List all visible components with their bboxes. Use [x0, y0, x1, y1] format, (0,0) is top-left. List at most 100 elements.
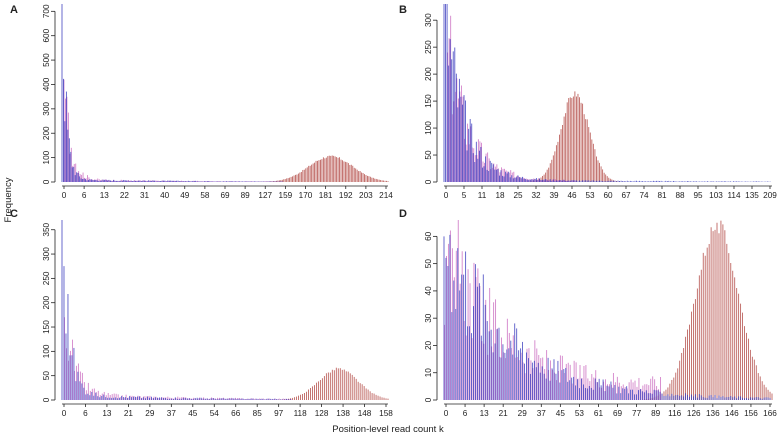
x-tick-label: 214 [379, 191, 393, 200]
x-tick-label: 53 [575, 409, 585, 418]
y-tick-label: 30 [424, 313, 433, 323]
x-tick-label: 6 [83, 409, 88, 418]
panel-letter: A [10, 4, 18, 16]
x-tick-label: 37 [537, 409, 547, 418]
y-tick-label: 200 [42, 295, 51, 309]
x-tick-label: 166 [763, 409, 777, 418]
x-tick-label: 69 [613, 409, 623, 418]
x-tick-label: 146 [725, 409, 739, 418]
y-tick-label: 500 [42, 53, 51, 67]
x-tick-label: 37 [167, 409, 177, 418]
y-tick-label: 400 [42, 77, 51, 91]
x-tick-label: 6 [463, 409, 468, 418]
x-tick-label: 22 [120, 191, 130, 200]
x-tick-label: 5 [462, 191, 467, 200]
x-tick-label: 11 [478, 191, 487, 200]
x-tick-label: 46 [567, 191, 577, 200]
y-axis-title: Frequency [3, 177, 14, 222]
x-tick-label: 85 [253, 409, 263, 418]
y-tick-label: 100 [42, 344, 51, 358]
panel-D: D 0 10 20 30 40 50 60 0 6 13 21 29 37 45 53 61 69 77 89 116 1… [399, 208, 777, 418]
y-tick-label: 200 [42, 126, 51, 140]
x-tick-label: 159 [279, 191, 293, 200]
panel-C: C 0 50 100 150 200 250 300 350 0 6 13 21 29 37 45 54 66 85… [10, 208, 393, 418]
x-tick-label: 156 [744, 409, 758, 418]
x-tick-label: 88 [675, 191, 685, 200]
x-tick-label: 21 [499, 409, 509, 418]
x-tick-label: 39 [549, 191, 559, 200]
x-tick-label: 13 [480, 409, 490, 418]
x-tick-label: 54 [210, 409, 220, 418]
x-tick-label: 209 [763, 191, 777, 200]
x-tick-label: 158 [379, 409, 393, 418]
x-tick-label: 6 [82, 191, 87, 200]
x-tick-label: 18 [495, 191, 505, 200]
x-tick-label: 118 [294, 409, 307, 418]
y-tick-label: 300 [42, 247, 51, 261]
x-tick-label: 0 [444, 409, 449, 418]
x-tick-label: 32 [531, 191, 541, 200]
x-tick-label: 136 [706, 409, 720, 418]
x-tick-label: 181 [319, 191, 333, 200]
y-tick-label: 100 [42, 150, 51, 164]
x-tick-label: 74 [639, 191, 649, 200]
x-tick-label: 67 [621, 191, 631, 200]
x-tick-label: 0 [444, 191, 449, 200]
x-tick-label: 89 [651, 409, 661, 418]
bars-C [61, 220, 389, 400]
x-tick-label: 45 [188, 409, 198, 418]
x-tick-label: 81 [657, 191, 667, 200]
panel-letter: B [399, 4, 407, 16]
y-tick-label: 250 [42, 271, 51, 285]
y-tick-label: 50 [42, 371, 51, 381]
x-tick-label: 97 [274, 409, 284, 418]
y-tick-label: 10 [424, 368, 433, 378]
y-tick-label: 50 [424, 259, 433, 269]
x-tick-label: 25 [513, 191, 523, 200]
y-tick-label: 0 [424, 179, 433, 184]
y-tick-label: 150 [42, 320, 51, 334]
y-tick-label: 50 [424, 150, 433, 160]
x-tick-label: 192 [339, 191, 353, 200]
y-tick-label: 300 [42, 102, 51, 116]
x-tick-label: 127 [258, 191, 272, 200]
x-tick-label: 49 [180, 191, 190, 200]
x-tick-label: 114 [727, 191, 740, 200]
x-tick-label: 45 [556, 409, 566, 418]
x-tick-label: 128 [315, 409, 329, 418]
x-tick-label: 69 [220, 191, 230, 200]
x-tick-label: 203 [359, 191, 373, 200]
x-tick-label: 95 [693, 191, 703, 200]
y-tick-label: 40 [424, 286, 433, 296]
x-tick-label: 0 [62, 409, 67, 418]
x-tick-label: 29 [145, 409, 155, 418]
x-tick-label: 40 [160, 191, 170, 200]
bars-D [443, 220, 773, 400]
x-tick-label: 61 [594, 409, 604, 418]
x-tick-label: 13 [102, 409, 112, 418]
x-tick-label: 135 [745, 191, 759, 200]
y-tick-label: 200 [424, 67, 433, 81]
panel-B: B 0 50 100 150 200 250 300 0 5 11 18 25 32 39 46 53 60 67 7… [399, 4, 777, 200]
x-tick-label: 13 [100, 191, 110, 200]
x-tick-label: 60 [603, 191, 613, 200]
x-tick-label: 116 [668, 409, 681, 418]
x-tick-label: 89 [241, 191, 251, 200]
y-tick-label: 250 [424, 40, 433, 54]
panel-letter: D [399, 208, 407, 220]
y-tick-label: 0 [42, 179, 51, 184]
x-tick-label: 29 [518, 409, 528, 418]
panel-letter: C [10, 208, 18, 220]
x-tick-label: 77 [632, 409, 642, 418]
y-tick-label: 20 [424, 340, 433, 350]
y-tick-label: 600 [42, 28, 51, 42]
y-tick-label: 300 [424, 13, 433, 27]
x-tick-label: 0 [62, 191, 67, 200]
y-tick-label: 60 [424, 231, 433, 241]
x-tick-label: 53 [585, 191, 595, 200]
bars-B [443, 4, 771, 182]
x-tick-label: 21 [124, 409, 134, 418]
y-tick-label: 350 [42, 222, 51, 236]
